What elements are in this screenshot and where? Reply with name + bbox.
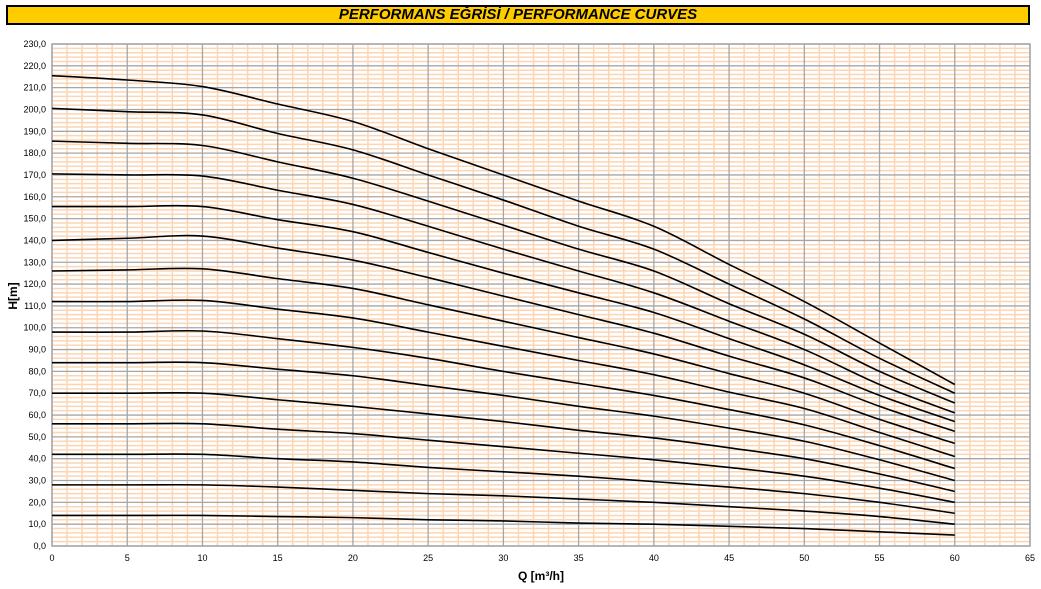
x-tick-label: 10 (197, 553, 207, 563)
performance-curve-1 (51, 74, 956, 386)
plot-border (51, 43, 1031, 547)
performance-curve-11 (52, 391, 955, 493)
performance-curve-12 (51, 422, 955, 504)
y-tick-label: 140,0 (23, 235, 46, 245)
y-tick-label: 160,0 (23, 192, 46, 202)
x-tick-label: 65 (1025, 553, 1035, 563)
x-tick-label: 35 (574, 553, 584, 563)
y-tick-label: 60,0 (28, 410, 46, 420)
y-tick-label: 0,0 (33, 541, 46, 551)
y-tick-label: 150,0 (23, 214, 46, 224)
x-tick-label: 60 (950, 553, 960, 563)
y-tick-label: 50,0 (28, 432, 46, 442)
performance-curve-14 (52, 483, 955, 525)
x-tick-label: 30 (498, 553, 508, 563)
y-tick-label: 190,0 (23, 126, 46, 136)
y-tick-label: 230,0 (23, 39, 46, 49)
y-tick-label: 70,0 (28, 388, 46, 398)
performance-curve-3 (51, 140, 956, 404)
y-tick-label: 90,0 (28, 345, 46, 355)
y-tick-label: 40,0 (28, 454, 46, 464)
performance-curve-2 (51, 107, 956, 394)
x-tick-label: 25 (423, 553, 433, 563)
performance-curve-6 (51, 234, 956, 433)
x-tick-label: 40 (649, 553, 659, 563)
performance-curve-4 (51, 173, 956, 414)
y-tick-label: 180,0 (23, 148, 46, 158)
x-tick-label: 0 (49, 553, 54, 563)
x-tick-label: 5 (125, 553, 130, 563)
performance-curve-8 (51, 299, 956, 458)
chart-title: PERFORMANS EĞRİSİ / PERFORMANCE CURVES (6, 5, 1030, 25)
y-tick-label: 100,0 (23, 323, 46, 333)
performance-curve-9 (51, 329, 956, 470)
y-tick-label: 80,0 (28, 366, 46, 376)
performance-curve-5 (52, 204, 956, 423)
performance-curve-10 (51, 361, 955, 482)
y-axis-label: H[m] (6, 282, 20, 309)
y-tick-label: 200,0 (23, 104, 46, 114)
x-tick-label: 50 (799, 553, 809, 563)
y-tick-label: 130,0 (23, 257, 46, 267)
y-tick-label: 30,0 (28, 476, 46, 486)
x-tick-label: 45 (724, 553, 734, 563)
performance-curve-15 (52, 514, 955, 536)
performance-curve-7 (51, 267, 956, 445)
y-tick-label: 220,0 (23, 61, 46, 71)
y-tick-label: 120,0 (23, 279, 46, 289)
y-tick-label: 110,0 (24, 301, 46, 311)
x-tick-label: 20 (348, 553, 358, 563)
performance-curve-13 (52, 453, 955, 515)
y-tick-label: 10,0 (28, 519, 46, 529)
x-tick-label: 15 (273, 553, 283, 563)
x-axis-label: Q [m³/h] (518, 569, 564, 583)
y-tick-label: 210,0 (23, 83, 46, 93)
y-tick-label: 20,0 (28, 497, 46, 507)
y-tick-label: 170,0 (23, 170, 46, 180)
x-tick-label: 55 (875, 553, 885, 563)
plot-area (52, 44, 1030, 546)
